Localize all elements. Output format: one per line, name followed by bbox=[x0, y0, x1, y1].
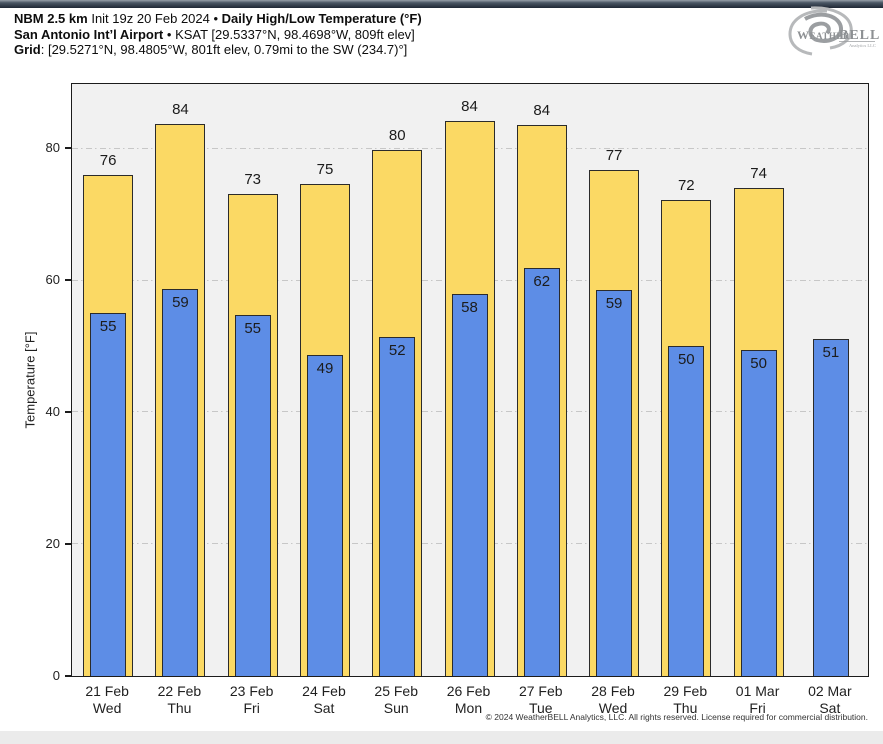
x-tick-date: 25 Feb bbox=[374, 683, 419, 699]
y-tick-label-0: 0 bbox=[52, 667, 60, 683]
x-tick-label-10: 02 Mar Sat bbox=[793, 683, 867, 716]
x-tick-date: 01 Mar bbox=[735, 683, 780, 699]
x-tick-date: 26 Feb bbox=[446, 683, 491, 699]
x-tick-label-4: 25 Feb Sun bbox=[359, 683, 433, 716]
station-name: San Antonio Int’l Airport bbox=[14, 26, 164, 42]
low-bar-0 bbox=[90, 312, 127, 676]
low-value-label-2: 55 bbox=[244, 319, 262, 337]
low-value-label-6: 62 bbox=[533, 273, 551, 291]
y-tick-mark-40 bbox=[65, 410, 71, 413]
station-details: KSAT [29.5337°N, 98.4698°W, 809ft elev] bbox=[175, 26, 415, 42]
header-line-3: Grid: [29.5271°N, 98.4805°W, 801ft elev,… bbox=[14, 42, 422, 58]
low-value-label-0: 55 bbox=[99, 317, 117, 335]
separator-dot: • bbox=[213, 11, 219, 26]
y-tick-mark-20 bbox=[65, 542, 71, 545]
low-bar-2 bbox=[234, 314, 271, 676]
low-value-label-4: 52 bbox=[388, 342, 406, 360]
x-tick-day: Thu bbox=[167, 699, 192, 716]
x-tick-day: Wed bbox=[92, 699, 122, 716]
low-value-label-9: 50 bbox=[750, 354, 767, 372]
x-tick-day: Sun bbox=[383, 699, 409, 716]
header-line-2: San Antonio Int’l Airport • KSAT [29.533… bbox=[14, 27, 422, 43]
y-tick-mark-80 bbox=[65, 147, 71, 150]
x-tick-date: 22 Feb bbox=[157, 683, 202, 699]
x-tick-day: Sat bbox=[313, 699, 335, 716]
low-bar-7 bbox=[596, 289, 633, 676]
chart-header: NBM 2.5 km Init 19z 20 Feb 2024 • Daily … bbox=[14, 11, 422, 58]
x-tick-label-2: 23 Feb Fri bbox=[215, 683, 289, 716]
x-tick-day: Wed bbox=[598, 699, 628, 716]
chart-title: Daily High/Low Temperature (°F) bbox=[221, 11, 422, 26]
weatherbell-swirl-icon: WEATHER BELL Analytics LLC bbox=[788, 6, 879, 56]
low-value-label-7: 59 bbox=[605, 294, 623, 312]
y-tick-label-80: 80 bbox=[45, 140, 60, 156]
header-line-1: NBM 2.5 km Init 19z 20 Feb 2024 • Daily … bbox=[14, 11, 422, 27]
high-value-label-3: 75 bbox=[316, 160, 334, 178]
x-tick-label-5: 26 Feb Mon bbox=[432, 683, 506, 716]
x-tick-label-1: 22 Feb Thu bbox=[142, 683, 216, 716]
x-tick-date: 02 Mar bbox=[808, 683, 852, 699]
svg-text:BELL: BELL bbox=[839, 28, 879, 43]
x-tick-day: Fri bbox=[243, 699, 260, 716]
low-bar-4 bbox=[379, 337, 416, 676]
low-value-label-5: 58 bbox=[461, 298, 478, 316]
high-value-label-9: 74 bbox=[750, 164, 767, 182]
plot-area: 76 55 84 59 73 55 75 49 80 52 84 58 84 62 77 59 72 50 74 50… bbox=[71, 83, 869, 677]
y-tick-label-20: 20 bbox=[45, 535, 60, 551]
high-value-label-4: 80 bbox=[388, 126, 406, 144]
high-value-label-8: 72 bbox=[677, 177, 695, 195]
weatherbell-logo: WEATHER BELL Analytics LLC bbox=[783, 6, 879, 62]
high-value-label-7: 77 bbox=[605, 147, 623, 164]
high-value-label-5: 84 bbox=[461, 97, 478, 115]
model-name: NBM 2.5 km bbox=[14, 11, 88, 26]
low-bar-10 bbox=[812, 339, 849, 676]
low-bar-5 bbox=[451, 293, 488, 676]
low-value-label-8: 50 bbox=[677, 350, 695, 368]
y-tick-mark-60 bbox=[65, 279, 71, 282]
separator-dot: • bbox=[166, 26, 172, 42]
logo-subtext: Analytics LLC bbox=[849, 43, 876, 48]
low-bar-9 bbox=[740, 349, 777, 676]
x-tick-label-7: 28 Feb Wed bbox=[576, 683, 650, 716]
y-tick-label-40: 40 bbox=[45, 403, 60, 419]
x-tick-date: 27 Feb bbox=[518, 683, 563, 699]
x-tick-day: Fri bbox=[749, 699, 766, 716]
low-bar-8 bbox=[668, 345, 705, 676]
y-tick-mark-0 bbox=[65, 674, 71, 677]
x-tick-day: Thu bbox=[673, 699, 698, 716]
x-tick-day: Mon bbox=[454, 699, 483, 716]
low-bar-1 bbox=[162, 288, 199, 676]
low-value-label-10: 51 bbox=[822, 344, 840, 362]
high-value-label-2: 73 bbox=[244, 170, 262, 188]
y-tick-label-60: 60 bbox=[45, 272, 60, 288]
low-bar-3 bbox=[306, 355, 343, 676]
x-tick-label-0: 21 Feb Wed bbox=[70, 683, 144, 716]
x-tick-label-3: 24 Feb Sat bbox=[287, 683, 361, 716]
x-tick-date: 28 Feb bbox=[591, 683, 635, 699]
x-tick-label-6: 27 Feb Tue bbox=[504, 683, 578, 716]
high-value-label-0: 76 bbox=[99, 152, 117, 170]
init-time: Init 19z 20 Feb 2024 bbox=[91, 11, 210, 26]
grid-label: Grid bbox=[14, 42, 41, 57]
grid-details: : [29.5271°N, 98.4805°W, 801ft elev, 0.7… bbox=[40, 42, 408, 57]
low-value-label-3: 49 bbox=[316, 360, 334, 378]
svg-text:WEATHER: WEATHER bbox=[797, 28, 850, 42]
low-bar-6 bbox=[523, 268, 560, 676]
copyright-text: © 2024 WeatherBELL Analytics, LLC. All r… bbox=[485, 712, 868, 722]
high-value-label-6: 84 bbox=[533, 102, 551, 120]
high-value-label-1: 84 bbox=[172, 100, 189, 118]
x-tick-label-8: 29 Feb Thu bbox=[648, 683, 722, 716]
x-tick-date: 21 Feb bbox=[85, 683, 129, 699]
low-value-label-1: 59 bbox=[172, 293, 189, 311]
top-accent-bar bbox=[0, 0, 883, 8]
x-tick-day: Tue bbox=[528, 699, 553, 716]
x-tick-label-9: 01 Mar Fri bbox=[721, 683, 795, 716]
x-tick-date: 23 Feb bbox=[229, 683, 274, 699]
x-tick-date: 24 Feb bbox=[302, 683, 346, 699]
x-tick-date: 29 Feb bbox=[663, 683, 708, 699]
x-tick-day: Sat bbox=[819, 699, 841, 716]
bottom-strip bbox=[0, 731, 883, 744]
